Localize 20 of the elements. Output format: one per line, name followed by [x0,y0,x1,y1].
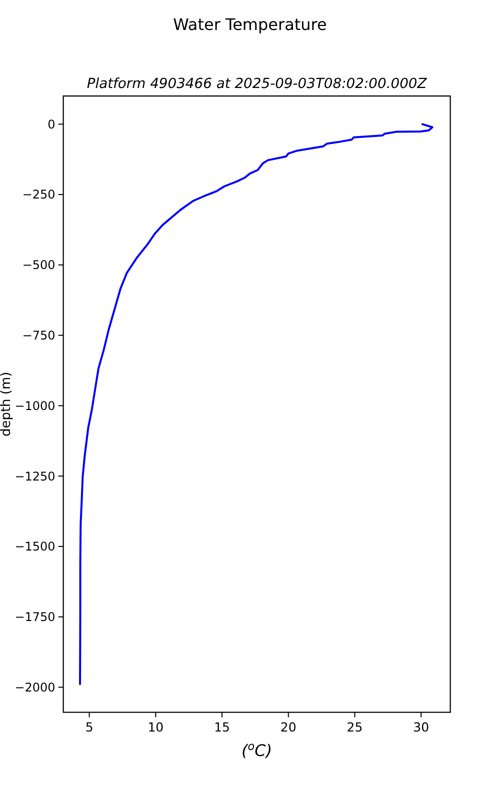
y-axis-title: depth (m) [0,372,14,437]
x-axis-title: ($^{o}$C) [242,740,272,760]
y-tick-label: −250 [22,188,56,202]
x-tick-label: 10 [148,719,164,734]
y-tick-label: −1000 [14,398,56,413]
y-tick-label: −500 [22,258,56,272]
x-tick-label: 20 [280,719,296,734]
x-tick-label: 25 [346,719,363,734]
chart-subtitle: Platform 4903466 at 2025-09-03T08:02:00.000Z [86,76,428,92]
y-tick-label: −750 [22,328,56,343]
y-tick-label: −2000 [14,680,56,694]
x-tick-label: 30 [413,719,430,734]
y-tick-label: −1250 [14,469,56,484]
x-tick-label: 15 [214,719,230,734]
y-tick-label: 0 [48,117,56,132]
chart-title: Water Temperature [173,15,327,34]
x-tick-label: 5 [85,719,94,734]
y-tick-label: −1750 [14,610,56,624]
y-tick-label: −1500 [14,540,56,554]
line-series [79,123,434,686]
